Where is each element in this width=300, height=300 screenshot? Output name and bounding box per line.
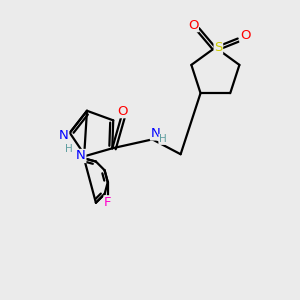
Text: O: O [117, 105, 128, 118]
Text: F: F [104, 196, 112, 209]
Text: O: O [240, 29, 250, 42]
Text: N: N [59, 129, 69, 142]
Text: N: N [151, 127, 160, 140]
Text: N: N [76, 149, 86, 163]
Text: O: O [188, 19, 198, 32]
Text: H: H [65, 144, 73, 154]
Text: H: H [159, 134, 167, 144]
Text: S: S [214, 41, 223, 54]
